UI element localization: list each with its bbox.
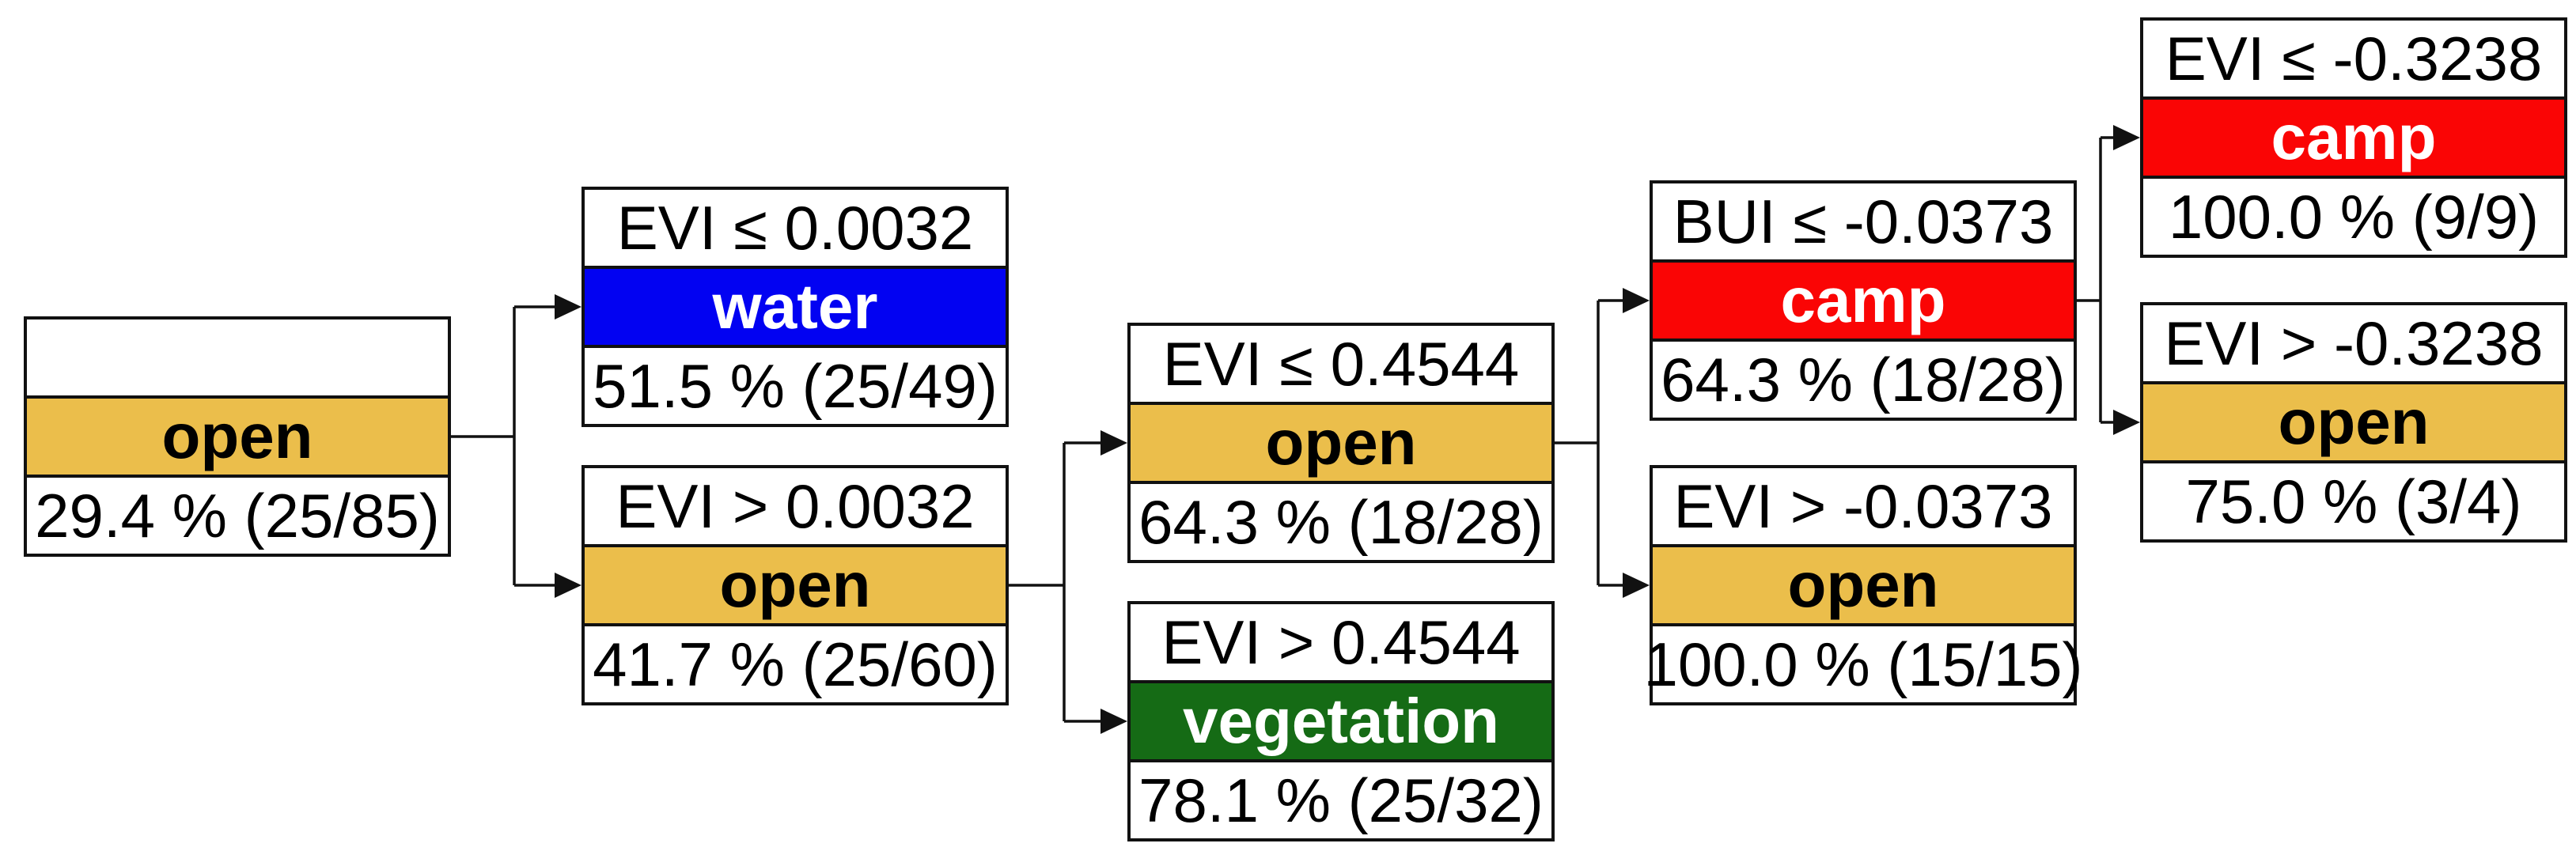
connector-camp-l4	[2077, 136, 2115, 424]
node-class-label: open	[27, 395, 448, 475]
node-condition: EVI > -0.3238	[2143, 305, 2564, 381]
arrowhead-to-open-l5	[2113, 410, 2140, 435]
arrowhead-to-water-l2	[555, 294, 581, 320]
node-class-label: open	[1131, 402, 1551, 481]
node-class-label: open	[2143, 381, 2564, 460]
node-stat: 29.4 % (25/85)	[27, 475, 448, 554]
node-stat: 75.0 % (3/4)	[2143, 460, 2564, 539]
node-stat: 64.3 % (18/28)	[1653, 338, 2074, 418]
tree-node-camp-l4: BUI ≤ -0.0373 camp 64.3 % (18/28)	[1650, 180, 2077, 421]
tree-node-open-l2: EVI > 0.0032 open 41.7 % (25/60)	[581, 465, 1009, 705]
node-stat: 51.5 % (25/49)	[585, 345, 1006, 424]
connector-root	[451, 305, 556, 587]
connector-open-l3	[1555, 299, 1624, 587]
tree-node-open-l5: EVI > -0.3238 open 75.0 % (3/4)	[2140, 302, 2567, 543]
node-condition: EVI ≤ -0.3238	[2143, 21, 2564, 96]
tree-node-camp-l5: EVI ≤ -0.3238 camp 100.0 % (9/9)	[2140, 17, 2567, 258]
arrowhead-to-open-l3	[1100, 430, 1127, 456]
arrowhead-to-camp-l4	[1623, 288, 1650, 313]
arrowhead-to-open-l2	[555, 573, 581, 598]
node-condition: EVI ≤ 0.4544	[1131, 326, 1551, 402]
tree-node-root: open 29.4 % (25/85)	[24, 316, 451, 557]
node-stat: 64.3 % (18/28)	[1131, 481, 1551, 560]
node-condition: BUI ≤ -0.0373	[1653, 183, 2074, 259]
node-class-label: vegetation	[1131, 680, 1551, 759]
arrowhead-to-open-l4	[1623, 573, 1650, 598]
node-class-label: camp	[1653, 259, 2074, 338]
tree-node-water-l2: EVI ≤ 0.0032 water 51.5 % (25/49)	[581, 187, 1009, 427]
tree-node-open-l3: EVI ≤ 0.4544 open 64.3 % (18/28)	[1127, 323, 1555, 563]
node-condition: EVI ≤ 0.0032	[585, 190, 1006, 266]
arrowhead-to-camp-l5	[2113, 125, 2140, 150]
node-condition	[27, 320, 448, 395]
node-stat: 78.1 % (25/32)	[1131, 759, 1551, 838]
node-condition: EVI > 0.0032	[585, 468, 1006, 544]
node-stat: 100.0 % (15/15)	[1643, 623, 2083, 702]
node-class-label: open	[1653, 544, 2074, 623]
node-stat: 100.0 % (9/9)	[2143, 176, 2564, 255]
node-class-label: camp	[2143, 96, 2564, 176]
node-condition: EVI > 0.4544	[1131, 604, 1551, 680]
node-condition: EVI > -0.0373	[1653, 468, 2074, 544]
node-stat: 41.7 % (25/60)	[585, 623, 1006, 702]
node-class-label: water	[585, 266, 1006, 345]
arrowhead-to-vegetation-l3	[1100, 709, 1127, 734]
tree-node-vegetation-l3: EVI > 0.4544 vegetation 78.1 % (25/32)	[1127, 601, 1555, 841]
node-class-label: open	[585, 544, 1006, 623]
tree-node-open-l4: EVI > -0.0373 open 100.0 % (15/15)	[1643, 465, 2083, 705]
connector-open-l2	[1009, 441, 1102, 723]
